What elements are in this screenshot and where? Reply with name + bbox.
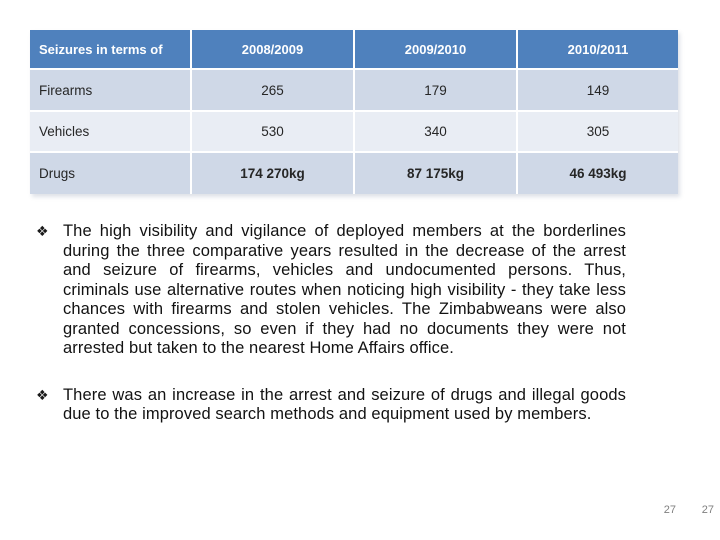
table-header-2009-2010: 2009/2010 bbox=[355, 30, 516, 68]
table-header-seizures-in-terms-of: Seizures in terms of bbox=[30, 30, 190, 68]
table-cell-vehicles-2009-2010: 340 bbox=[355, 112, 516, 151]
table-cell-firearms-2008-2009: 265 bbox=[192, 70, 353, 110]
list-item: ❖ There was an increase in the arrest an… bbox=[36, 386, 626, 425]
page-number: 27 bbox=[663, 504, 676, 516]
table-cell-firearms-2010-2011: 149 bbox=[518, 70, 678, 110]
table-cell-drugs-2008-2009: 174 270kg bbox=[192, 153, 353, 194]
bullet-diamond-icon: ❖ bbox=[36, 223, 49, 239]
table-cell-vehicles-2008-2009: 530 bbox=[192, 112, 353, 151]
bullet-diamond-icon: ❖ bbox=[36, 386, 49, 403]
table-cell-vehicles-2010-2011: 305 bbox=[518, 112, 678, 151]
table-cell-drugs-2010-2011: 46 493kg bbox=[518, 153, 678, 194]
table-row-label-drugs: Drugs bbox=[30, 153, 190, 194]
table-cell-firearms-2009-2010: 179 bbox=[355, 70, 516, 110]
bullet-list: ❖ The high visibility and vigilance of d… bbox=[36, 222, 626, 452]
table-row-label-firearms: Firearms bbox=[30, 70, 190, 110]
bullet-text-visibility: The high visibility and vigilance of dep… bbox=[63, 222, 626, 357]
table-header-2010-2011: 2010/2011 bbox=[518, 30, 678, 68]
table-header-2008-2009: 2008/2009 bbox=[192, 30, 353, 68]
list-item: ❖ The high visibility and vigilance of d… bbox=[36, 222, 626, 359]
page-number-secondary: 27 bbox=[701, 504, 714, 516]
table-cell-drugs-2009-2010: 87 175kg bbox=[355, 153, 516, 194]
seizures-table: Seizures in terms of 2008/2009 2009/2010… bbox=[30, 30, 678, 194]
bullet-text-drugs-increase: There was an increase in the arrest and … bbox=[63, 385, 626, 424]
table-row-label-vehicles: Vehicles bbox=[30, 112, 190, 151]
